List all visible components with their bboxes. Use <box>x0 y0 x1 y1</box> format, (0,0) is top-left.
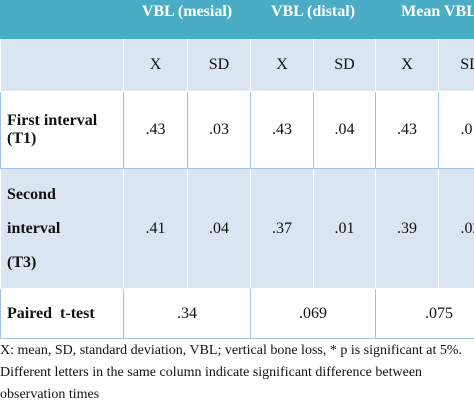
cell: .02 <box>438 168 474 289</box>
row-label: Second interval (T3) <box>0 168 124 289</box>
header-cell: VBL (mesial) <box>123 0 251 39</box>
notes: X: mean, SD, standard deviation, VBL; ve… <box>0 340 474 406</box>
row-t1: First interval (T1) .43 .03 .43 .04 .43 … <box>0 91 474 169</box>
cell: .075 <box>375 288 474 339</box>
subheader-cell: SD <box>187 38 251 92</box>
corner-cell <box>0 0 124 39</box>
subheader-cell: SD <box>438 38 474 92</box>
row-t3: Second interval (T3) .41 .04 .37 .01 .39… <box>0 168 474 289</box>
cell: .04 <box>187 168 251 289</box>
cell: .37 <box>250 168 314 289</box>
cell: .01 <box>312 168 377 289</box>
row-label: Paired t-test <box>0 288 124 339</box>
subheader-cell: X <box>375 38 440 92</box>
cell: .39 <box>375 168 440 289</box>
row-label: First interval (T1) <box>0 91 124 169</box>
cell: .03 <box>187 91 251 169</box>
subheader-cell: X <box>250 38 314 92</box>
empty-cell <box>0 38 124 92</box>
header-cell: VBL (distal) <box>249 0 377 39</box>
cell: .43 <box>250 91 314 169</box>
note: Different letters in the same column ind… <box>0 365 423 402</box>
results-table: VBL (mesial) VBL (distal) Mean VBL X SD … <box>0 0 474 339</box>
cell: .43 <box>123 91 188 169</box>
note: X: mean, SD, standard deviation, VBL; ve… <box>0 343 463 358</box>
cell: .04 <box>312 91 377 169</box>
cell: .01 <box>438 91 474 169</box>
subheader-cell: SD <box>312 38 377 92</box>
header-row: VBL (mesial) VBL (distal) Mean VBL <box>0 0 474 39</box>
header-cell: Mean VBL <box>375 0 474 39</box>
subheader-row: X SD X SD X SD <box>0 38 474 92</box>
subheader-cell: X <box>123 38 188 92</box>
ttest-row: Paired t-test .34 .069 .075 <box>0 288 474 339</box>
cell: .41 <box>123 168 188 289</box>
cell: .069 <box>249 288 377 339</box>
cell: .34 <box>123 288 251 339</box>
cell: .43 <box>375 91 440 169</box>
